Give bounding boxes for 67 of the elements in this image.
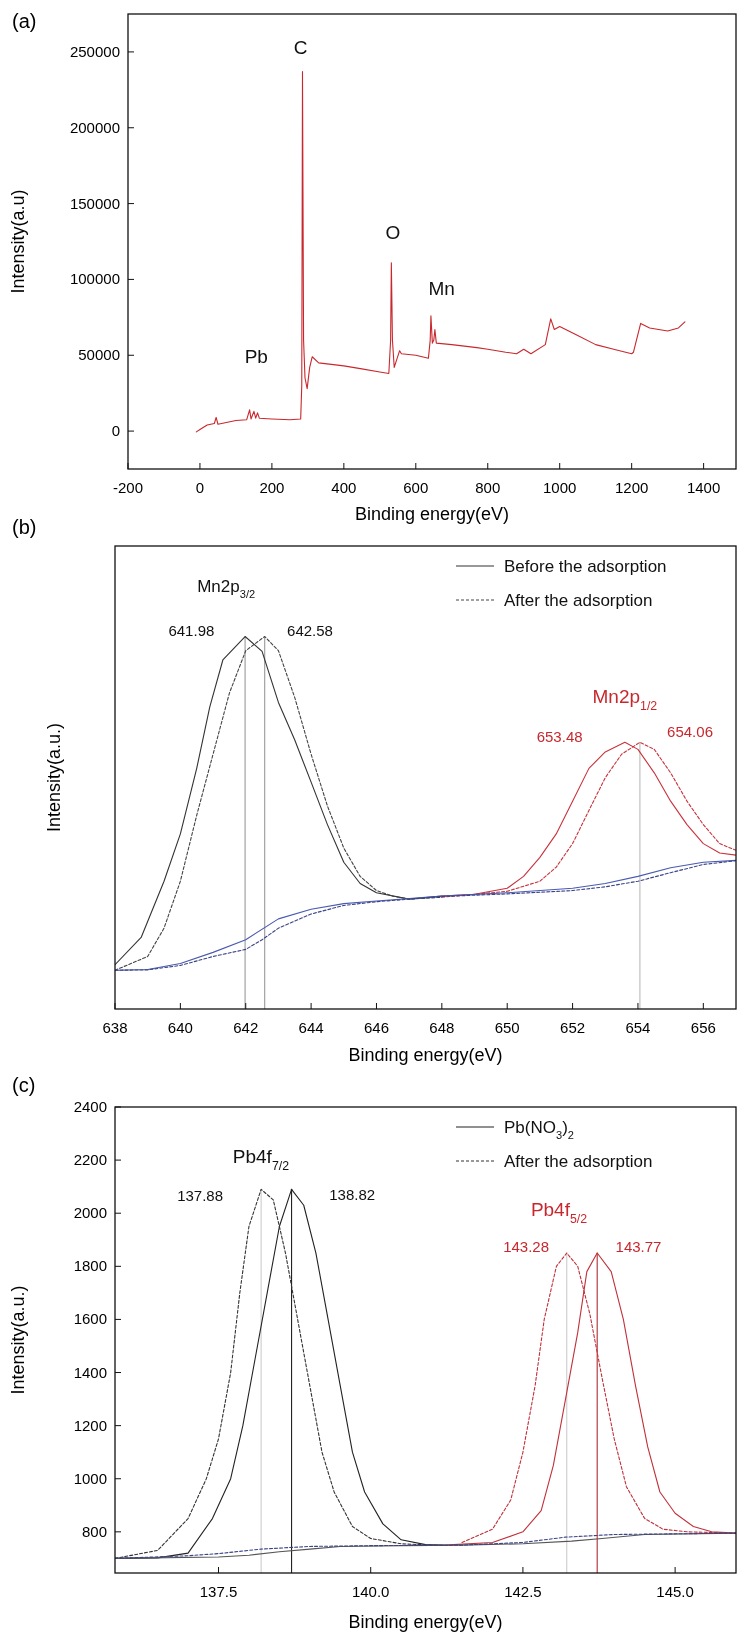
x-axis-title: Binding energy(eV) [354, 504, 510, 524]
x-axis-title: Binding energy(eV) [348, 1045, 503, 1065]
x-tick-label: 656 [690, 1019, 716, 1036]
y-axis-title: Intensity(a.u.) [44, 722, 64, 833]
annotation: Mn2p$_{1/2}$ [592, 686, 658, 714]
x-tick-label: 640 [167, 1019, 193, 1036]
x-tick-label: 140.0 [351, 1583, 390, 1600]
y-tick-label: 1600 [73, 1310, 107, 1328]
chart-title: (a) [12, 10, 37, 32]
annotation: Pb4f$_{5/2}$ [530, 1199, 588, 1227]
annotation: C [293, 37, 308, 59]
x-tick-label: 1000 [543, 479, 577, 496]
x-tick-label: 600 [403, 479, 429, 496]
y-tick-label: 150000 [69, 194, 120, 212]
y-axis-title: Intensity(a.u.) [8, 1285, 28, 1395]
y-tick-label: 1400 [73, 1363, 107, 1381]
legend-label: Before the adsorption [504, 557, 667, 576]
x-tick-label: 400 [331, 479, 357, 496]
annotation: 137.88 [177, 1187, 224, 1205]
y-tick-label: 50000 [78, 346, 120, 364]
x-tick-label: 1400 [686, 479, 721, 496]
annotation: Pb4f$_{7/2}$ [232, 1145, 290, 1173]
x-tick-label: 200 [259, 479, 285, 496]
x-tick-label: -200 [112, 479, 144, 496]
y-tick-label: 250000 [69, 42, 120, 60]
x-axis-title: Binding energy(eV) [348, 1612, 503, 1632]
annotation: Mn [428, 278, 455, 300]
annotation: 642.58 [287, 622, 333, 640]
x-tick-label: 145.0 [656, 1583, 694, 1600]
x-tick-label: 644 [298, 1019, 324, 1036]
y-tick-label: 1800 [73, 1257, 107, 1275]
legend-label: After the adsorption [504, 591, 653, 610]
y-tick-label: 200000 [69, 118, 120, 136]
x-tick-label: 648 [429, 1019, 455, 1036]
annotation: O [385, 222, 401, 244]
x-tick-label: 650 [494, 1019, 520, 1036]
legend-label: After the adsorption [504, 1152, 653, 1171]
x-tick-label: 137.5 [199, 1583, 238, 1600]
chart-title: (b) [12, 516, 37, 538]
x-tick-label: 1200 [614, 479, 649, 496]
x-tick-label: 0 [195, 479, 205, 496]
x-tick-label: 142.5 [504, 1583, 542, 1600]
y-tick-label: 1200 [73, 1416, 107, 1434]
x-tick-label: 800 [475, 479, 501, 496]
legend-label: Pb(NO$_{3}$)$_{2}$ [504, 1118, 574, 1141]
annotation: Pb [244, 346, 268, 368]
text: Mn2p$_{3/2}$ [197, 576, 256, 600]
annotation: 143.77 [615, 1237, 662, 1255]
y-tick-label: 100000 [69, 270, 120, 288]
y-tick-label: 2200 [73, 1151, 107, 1169]
x-tick-label: 638 [102, 1019, 128, 1036]
y-tick-label: 0 [111, 422, 120, 440]
chart-title: (c) [12, 1074, 36, 1096]
y-tick-label: 2400 [73, 1098, 107, 1115]
x-tick-label: 654 [625, 1019, 651, 1036]
y-axis-title: Intensity(a.u) [8, 189, 28, 294]
annotation: 138.82 [329, 1186, 376, 1204]
x-tick-label: 652 [560, 1019, 586, 1036]
y-tick-label: 2000 [73, 1204, 107, 1222]
annotation: 641.98 [168, 622, 215, 640]
y-tick-label: 1000 [73, 1469, 107, 1487]
annotation: 653.48 [536, 728, 583, 746]
annotation: 143.28 [503, 1237, 550, 1255]
y-tick-label: 800 [81, 1522, 107, 1540]
annotation: 654.06 [667, 723, 713, 741]
x-tick-label: 646 [363, 1019, 389, 1036]
x-tick-label: 642 [233, 1019, 259, 1036]
